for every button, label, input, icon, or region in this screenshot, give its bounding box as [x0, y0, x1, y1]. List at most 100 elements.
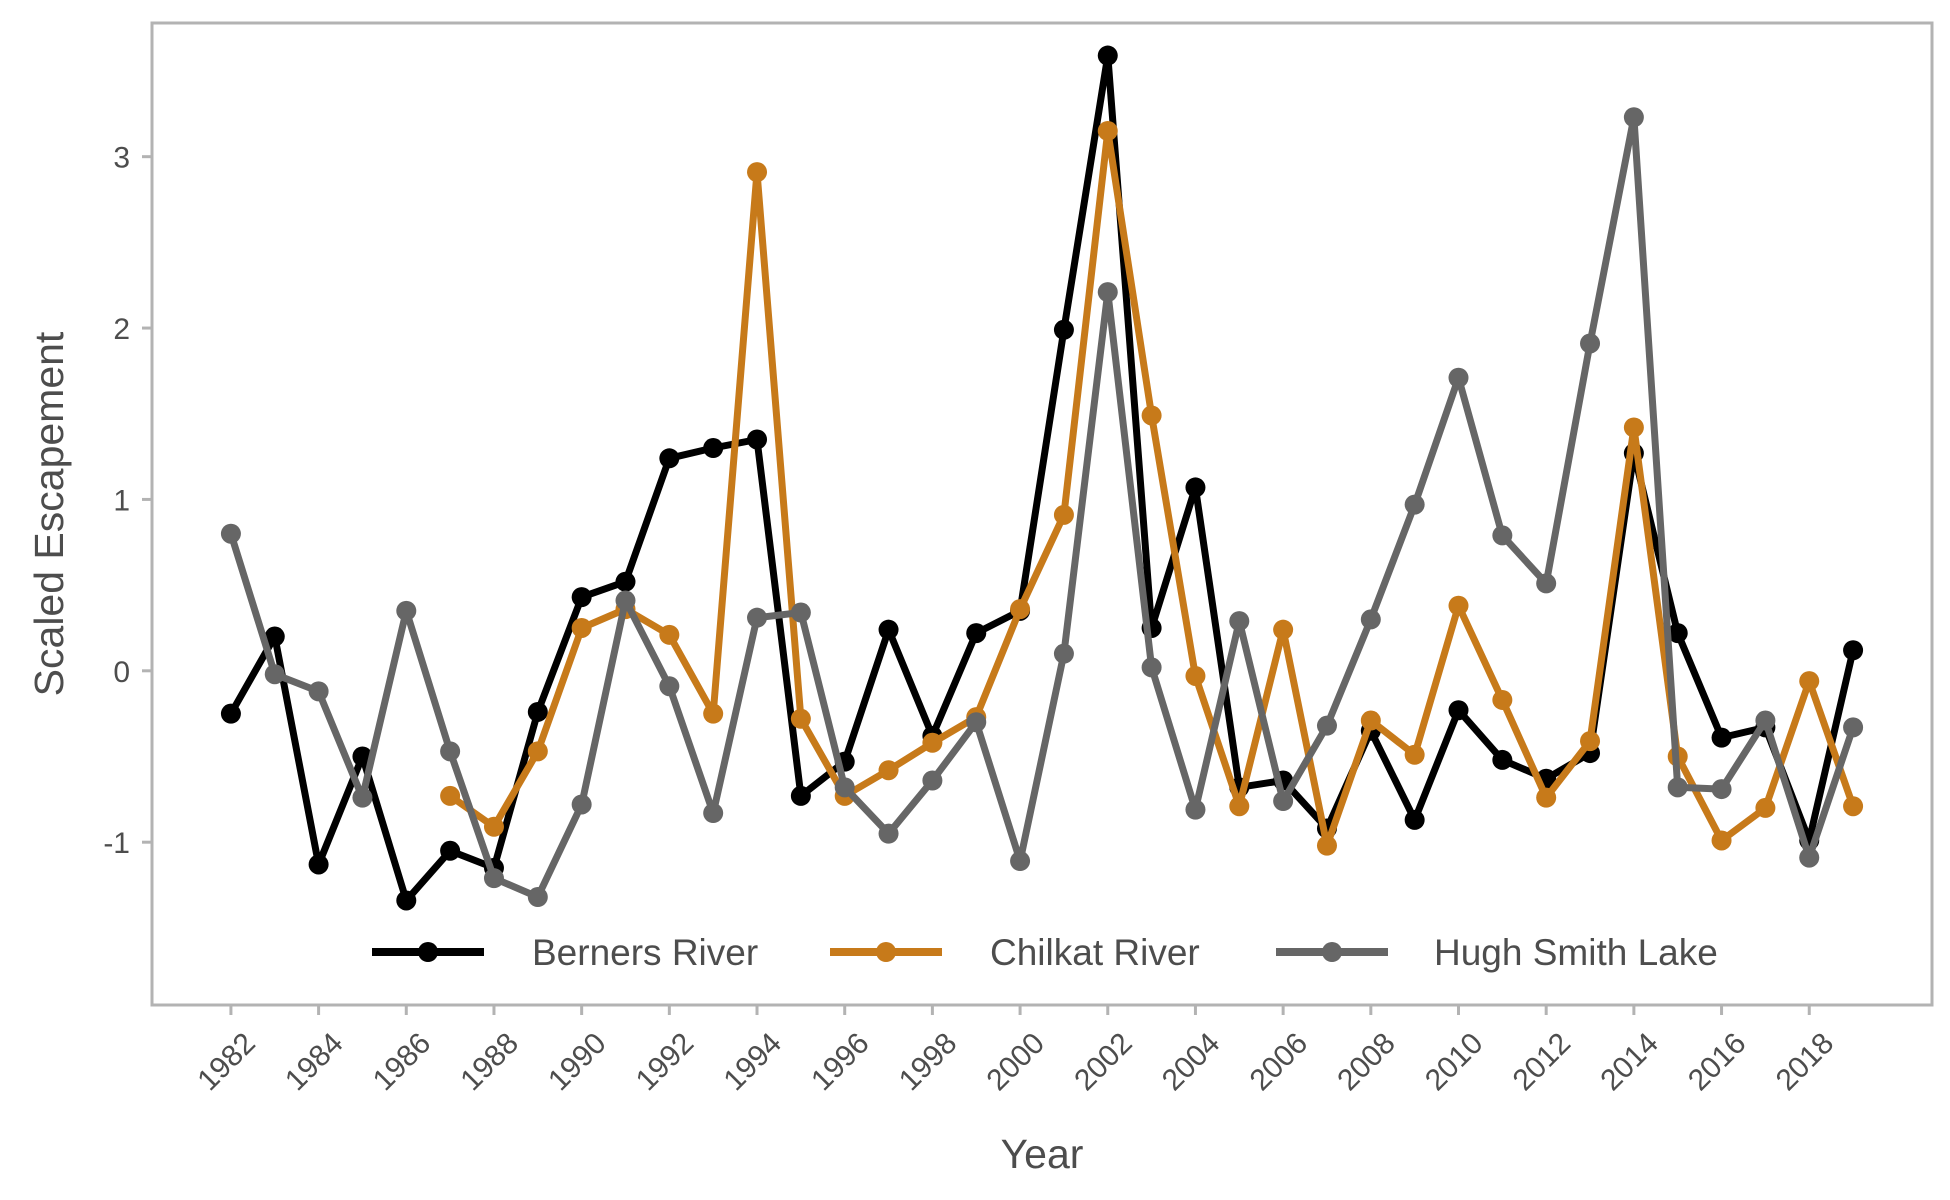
data-point — [659, 448, 680, 469]
data-point — [966, 712, 987, 733]
x-tick-label: 1990 — [542, 1027, 613, 1098]
data-point — [396, 890, 417, 911]
x-tick-label: 2004 — [1156, 1027, 1227, 1098]
data-point — [834, 777, 855, 798]
data-point — [1711, 779, 1732, 800]
series-hugh-smith-lake — [220, 107, 1864, 908]
data-point — [1360, 710, 1381, 731]
data-point — [1711, 727, 1732, 748]
data-point — [1404, 744, 1425, 765]
data-point — [308, 681, 329, 702]
series-line — [227, 113, 1857, 901]
data-point — [1623, 417, 1644, 438]
data-point — [1536, 573, 1557, 594]
x-tick-label: 1984 — [279, 1027, 350, 1098]
data-point — [1053, 643, 1074, 664]
legend: Berners River Chilkat River Hugh Smith Lak… — [372, 932, 1718, 973]
x-tick-label: 1992 — [630, 1027, 701, 1098]
data-point — [1229, 796, 1250, 817]
data-point — [1492, 749, 1513, 770]
data-point — [878, 619, 899, 640]
data-point — [1799, 671, 1820, 692]
y-axis-title: Scaled Escapement — [26, 331, 72, 696]
data-point — [1229, 611, 1250, 632]
x-tick-label: 2008 — [1331, 1027, 1402, 1098]
x-tick-label: 2000 — [981, 1027, 1052, 1098]
data-point — [483, 816, 504, 837]
x-tick-label: 1988 — [454, 1027, 525, 1098]
data-point — [1185, 665, 1206, 686]
x-axis: 1982 1984 1986 1988 1990 1992 1994 1996 1998 2000… — [191, 1005, 1840, 1097]
x-axis-title: Year — [1001, 1131, 1084, 1177]
x-tick-label: 1986 — [367, 1027, 438, 1098]
data-point — [922, 770, 943, 791]
data-point — [1053, 504, 1074, 525]
data-point — [1448, 700, 1469, 721]
data-point — [1580, 333, 1601, 354]
data-point — [1273, 791, 1294, 812]
legend-key-point — [1322, 942, 1342, 962]
series-layer — [220, 45, 1864, 911]
data-point — [1536, 787, 1557, 808]
data-point — [1492, 525, 1513, 546]
data-point — [659, 676, 680, 697]
x-tick-label: 2002 — [1068, 1027, 1139, 1098]
data-point — [1010, 599, 1031, 620]
data-point — [527, 887, 548, 908]
data-point — [747, 607, 768, 628]
data-point — [790, 602, 811, 623]
data-point — [1843, 717, 1864, 738]
data-point — [703, 438, 724, 459]
y-tick-label: 3 — [113, 142, 130, 175]
data-point — [1667, 623, 1688, 644]
data-point — [440, 840, 461, 861]
data-point — [659, 624, 680, 645]
data-point — [1053, 319, 1074, 340]
x-tick-label: 1996 — [805, 1027, 876, 1098]
legend-item: Chilkat River — [830, 932, 1200, 973]
x-tick-label: 2018 — [1770, 1027, 1841, 1098]
x-tick-label: 2010 — [1419, 1027, 1490, 1098]
data-point — [966, 623, 987, 644]
data-point — [571, 617, 592, 638]
data-point — [790, 785, 811, 806]
data-point — [878, 823, 899, 844]
y-tick-label: -1 — [103, 827, 130, 860]
x-tick-label: 1998 — [893, 1027, 964, 1098]
x-tick-label: 2016 — [1682, 1027, 1753, 1098]
legend-item: Hugh Smith Lake — [1276, 932, 1718, 973]
data-point — [1667, 777, 1688, 798]
data-point — [440, 741, 461, 762]
data-point — [747, 162, 768, 183]
data-point — [922, 732, 943, 753]
y-tick-label: 0 — [113, 656, 130, 689]
data-point — [308, 854, 329, 875]
data-point — [703, 803, 724, 824]
legend-label: Hugh Smith Lake — [1434, 932, 1718, 973]
data-point — [1273, 619, 1294, 640]
data-point — [1404, 494, 1425, 515]
legend-key-point — [418, 942, 438, 962]
data-point — [1448, 367, 1469, 388]
series-chilkat-river — [440, 120, 1864, 856]
data-point — [264, 664, 285, 685]
data-point — [1097, 120, 1118, 141]
series-berners-river — [220, 45, 1864, 911]
data-point — [703, 703, 724, 724]
data-point — [1843, 640, 1864, 661]
data-point — [1843, 796, 1864, 817]
data-point — [790, 708, 811, 729]
data-point — [1141, 657, 1162, 678]
x-tick-label: 2006 — [1244, 1027, 1315, 1098]
data-point — [1141, 405, 1162, 426]
data-point — [1580, 731, 1601, 752]
data-point — [1316, 715, 1337, 736]
legend-key-point — [876, 942, 896, 962]
data-point — [571, 794, 592, 815]
data-point — [747, 429, 768, 450]
data-point — [1097, 282, 1118, 303]
legend-item: Berners River — [372, 932, 758, 973]
y-tick-label: 1 — [113, 484, 130, 517]
data-point — [1755, 797, 1776, 818]
x-tick-label: 1994 — [717, 1027, 788, 1098]
